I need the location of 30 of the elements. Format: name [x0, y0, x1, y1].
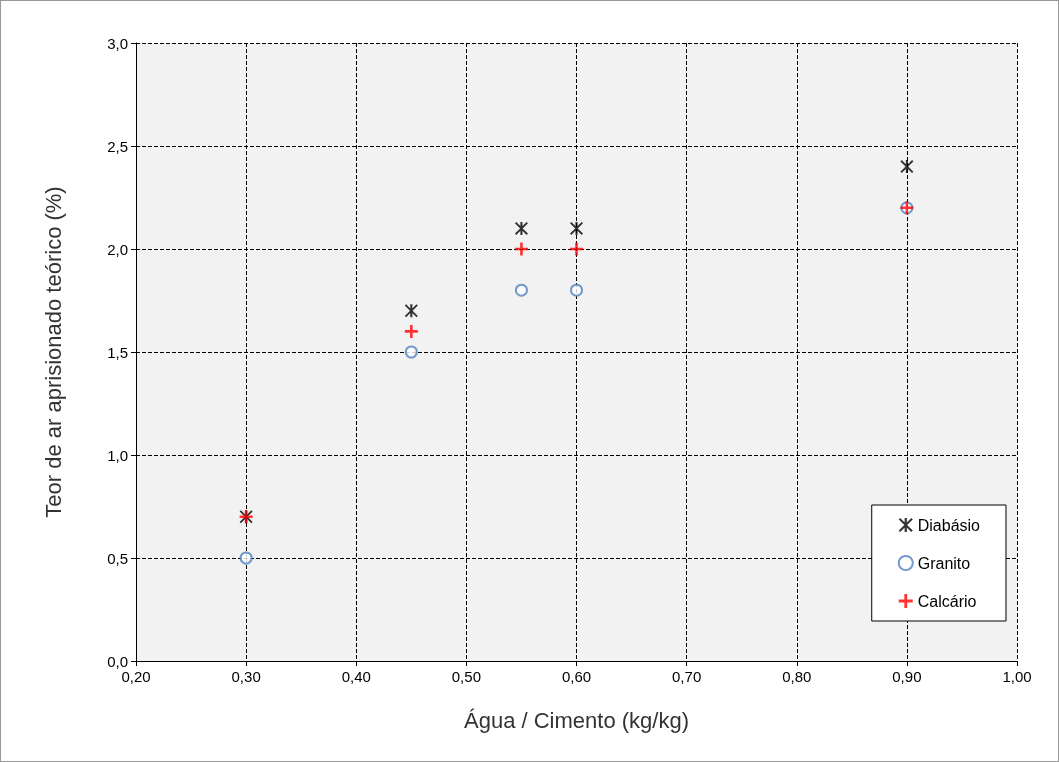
x-tick-label: 0,60 [561, 668, 592, 685]
point [514, 221, 528, 235]
y-axis-title: Teor de ar aprisionado teórico (%) [40, 186, 66, 518]
y-tick-label: 0,0 [107, 652, 128, 670]
point [514, 242, 528, 256]
y-tick-label: 1,0 [107, 446, 128, 464]
point [404, 345, 418, 359]
x-tick-label: 0,40 [341, 668, 371, 685]
legend-label: Calcário [917, 592, 977, 610]
x-tick-label: 0,90 [892, 668, 922, 685]
point [239, 551, 253, 565]
legend-label: Granito [917, 554, 971, 572]
x-tick-label: 0,50 [451, 668, 481, 685]
point [570, 221, 583, 235]
y-tick-label: 3,0 [107, 34, 128, 52]
point [514, 283, 528, 297]
x-tick-label: 0,70 [672, 668, 702, 685]
point [570, 283, 583, 297]
x-tick-label: 1,00 [1002, 668, 1032, 685]
x-tick-label: 0,80 [782, 668, 812, 685]
x-axis-title: Água / Cimento (kg/kg) [464, 707, 689, 733]
y-tick-label: 2,5 [107, 137, 128, 155]
x-tick-label: 0,30 [231, 668, 261, 685]
y-tick-label: 0,5 [107, 549, 128, 567]
legend-label: Diabásio [917, 516, 981, 534]
x-tick-label: 0,20 [121, 668, 151, 685]
y-tick-label: 2,0 [107, 240, 128, 258]
point [570, 242, 583, 256]
point [404, 324, 418, 338]
y-tick-label: 1,5 [107, 343, 128, 361]
